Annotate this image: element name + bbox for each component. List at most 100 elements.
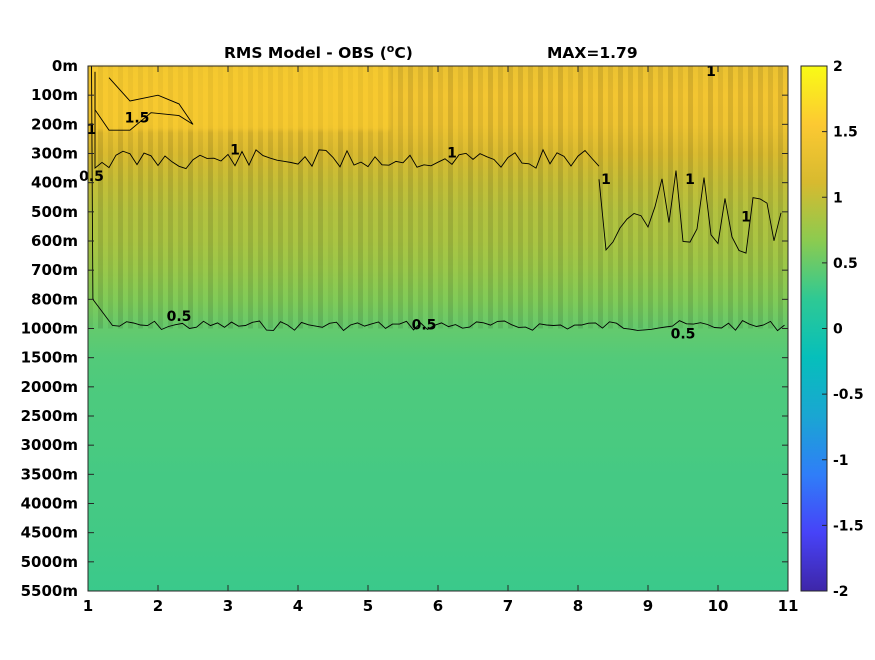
texture-stripe: [308, 66, 313, 329]
colorbar-tick-label: -1.5: [833, 518, 864, 534]
texture-stripe: [228, 66, 233, 329]
texture-stripe: [288, 66, 293, 329]
texture-stripe: [678, 66, 683, 329]
texture-stripe: [728, 66, 733, 329]
colorbar-axis: 2 1.5 1 0.5 0 -0.5 -1 -1.5 -2: [822, 59, 864, 600]
x-tick-label: 4: [293, 597, 303, 615]
texture-stripe: [638, 66, 643, 329]
contour-label: 0.5: [79, 169, 104, 185]
y-tick-label: 4500m: [21, 524, 78, 542]
texture-stripe: [738, 66, 743, 329]
colorbar-tick-label: 1.5: [833, 125, 858, 141]
texture-stripe: [398, 66, 403, 329]
texture-stripe: [128, 66, 133, 329]
contour-label: 1: [447, 146, 457, 162]
texture-stripe: [468, 66, 473, 329]
texture-stripe: [688, 66, 693, 329]
texture-stripe: [578, 66, 583, 329]
texture-stripe: [388, 66, 393, 329]
texture-stripe: [668, 66, 673, 329]
x-tick-label: 7: [503, 597, 513, 615]
texture-stripe: [508, 66, 513, 329]
y-tick-label: 200m: [31, 115, 78, 133]
texture-stripe: [138, 66, 143, 329]
contour-line-0.5: [91, 65, 785, 332]
texture-stripe: [438, 66, 443, 329]
colorbar-tick-label: -1: [833, 453, 849, 469]
texture-stripe: [718, 66, 723, 329]
texture-stripe: [528, 66, 533, 329]
colorbar-tick-label: -2: [833, 584, 849, 600]
texture-stripe: [178, 66, 183, 329]
y-axis: 0m100m200m300m400m500m600m700m800m1000m1…: [21, 57, 788, 600]
x-tick-label: 8: [573, 597, 583, 615]
texture-stripe: [658, 66, 663, 329]
contour-label: 1: [706, 64, 716, 80]
texture-stripe: [778, 66, 783, 329]
texture-stripe: [208, 66, 213, 329]
texture-stripe: [608, 66, 613, 329]
contour-label: 1: [685, 172, 695, 188]
y-tick-label: 1500m: [21, 349, 78, 367]
x-tick-label: 11: [778, 597, 799, 615]
texture-stripe: [588, 66, 593, 329]
y-tick-label: 300m: [31, 145, 78, 163]
texture-stripe: [98, 66, 103, 329]
contour-line-1-east: [598, 170, 782, 254]
texture-stripe: [278, 66, 283, 329]
texture-stripe: [218, 66, 223, 329]
texture-stripe: [318, 66, 323, 329]
colorbar-tick-label: -0.5: [833, 387, 864, 403]
texture-stripe: [748, 66, 753, 329]
texture-stripe: [758, 66, 763, 329]
texture-stripe: [148, 66, 153, 329]
texture-stripe: [558, 66, 563, 329]
texture-stripe: [158, 66, 163, 329]
contour-label: 0.5: [412, 318, 437, 334]
colorbar-tick-label: 1: [833, 190, 843, 206]
colorbar-tick-label: 0.5: [833, 256, 858, 272]
y-tick-label: 700m: [31, 261, 78, 279]
y-tick-label: 3500m: [21, 465, 78, 483]
texture-stripe: [498, 66, 503, 329]
contour-label: 0.5: [671, 326, 696, 342]
texture-stripe: [768, 66, 773, 329]
title-degree-superscript: o: [387, 42, 395, 55]
y-tick-label: 800m: [31, 290, 78, 308]
texture-stripe: [488, 66, 493, 329]
y-tick-label: 0m: [52, 57, 78, 75]
texture-stripe: [548, 66, 553, 329]
y-tick-label: 100m: [31, 86, 78, 104]
texture-stripe: [88, 66, 93, 329]
y-tick-label: 4000m: [21, 495, 78, 513]
texture-stripe: [268, 66, 273, 329]
texture-stripe: [118, 66, 123, 329]
texture-stripe: [108, 66, 113, 329]
texture-stripe: [628, 66, 633, 329]
contour-label: 1: [741, 210, 751, 226]
texture-stripe: [538, 66, 543, 329]
texture-stripe: [708, 66, 713, 329]
heatmap-field: [88, 66, 788, 591]
contour-lines: [91, 65, 785, 332]
contour-labels: 1.5 1 1 1 1 1 1 0.5 0.5 0.5 1 0.5: [79, 64, 751, 343]
y-tick-label: 2500m: [21, 407, 78, 425]
y-tick-label: 600m: [31, 232, 78, 250]
texture-stripe: [328, 66, 333, 329]
texture-stripe: [618, 66, 623, 329]
texture-stripe: [378, 66, 383, 329]
texture-stripe: [348, 66, 353, 329]
texture-stripe: [358, 66, 363, 329]
x-axis: 1 2 3 4 5 6 7 8 9 10 11: [83, 66, 799, 615]
y-tick-label: 500m: [31, 203, 78, 221]
title-main: RMS Model - OBS (: [224, 44, 387, 62]
y-tick-label: 2000m: [21, 378, 78, 396]
texture-stripe: [298, 66, 303, 329]
x-tick-label: 10: [708, 597, 729, 615]
texture-stripe: [408, 66, 413, 329]
y-tick-label: 1000m: [21, 320, 78, 338]
texture-stripe: [368, 66, 373, 329]
x-tick-label: 3: [223, 597, 233, 615]
x-tick-label: 5: [363, 597, 373, 615]
